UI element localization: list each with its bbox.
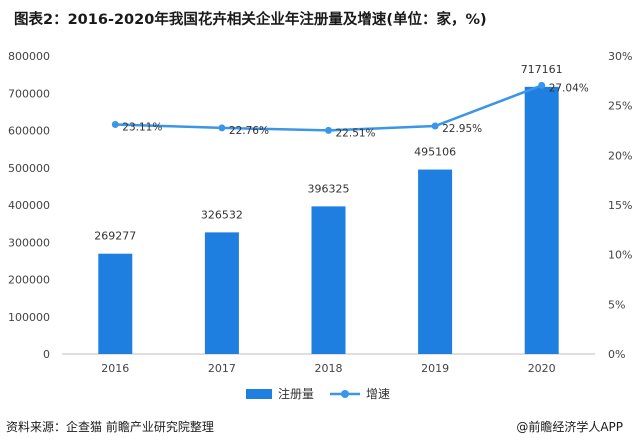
rate-value-label: 22.76% <box>229 125 269 137</box>
legend-bar-swatch <box>246 389 272 399</box>
rate-point <box>431 122 439 130</box>
rate-point <box>538 81 546 89</box>
left-tick-label: 500000 <box>8 162 50 175</box>
brand-credit: @前瞻经济学人APP <box>516 420 623 434</box>
left-tick-label: 700000 <box>8 87 50 100</box>
x-axis: 2016 2017 2018 2019 2020 <box>62 353 595 375</box>
left-tick-label: 300000 <box>8 236 50 249</box>
bar-value-label: 269277 <box>94 230 136 243</box>
left-tick-label: 400000 <box>8 199 50 212</box>
bar-value-label: 326532 <box>201 208 243 221</box>
left-axis: 0 100000 200000 300000 400000 500000 600000 700… <box>8 50 50 361</box>
bar-value-label: 717161 <box>521 63 563 76</box>
rate-point <box>325 126 332 134</box>
rate-value-label: 22.51% <box>336 127 376 139</box>
chart-title: 图表2：2016-2020年我国花卉相关企业年注册量及增速(单位：家，%) <box>14 12 487 28</box>
bar <box>98 253 133 354</box>
x-tick-label: 2016 <box>101 362 129 375</box>
legend: 注册量 增速 <box>246 386 390 401</box>
rate-value-label: 27.04% <box>549 82 589 94</box>
x-tick-label: 2018 <box>315 362 343 375</box>
left-tick-label: 0 <box>43 348 50 361</box>
left-tick-label: 200000 <box>8 274 50 287</box>
bar <box>311 206 346 354</box>
rate-point <box>111 120 119 128</box>
bar-data-labels: 269277 326532 396325 495106 717161 <box>94 63 562 243</box>
left-tick-label: 100000 <box>8 311 50 324</box>
right-tick-label: 5% <box>608 298 625 311</box>
bar-series <box>98 86 559 354</box>
bar <box>524 86 559 354</box>
right-tick-label: 20% <box>608 149 632 162</box>
legend-line-label: 增速 <box>366 387 390 401</box>
rate-data-labels: 23.11% 22.76% 22.51% 22.95% 27.04% <box>122 82 588 139</box>
source-note: 资料来源：企查猫 前瞻产业研究院整理 <box>6 420 214 434</box>
rate-series <box>111 81 546 134</box>
right-tick-label: 15% <box>608 199 632 212</box>
left-tick-label: 600000 <box>8 125 50 138</box>
rate-point <box>218 124 226 132</box>
bar <box>204 232 239 354</box>
rate-value-label: 22.95% <box>442 123 482 135</box>
bar-value-label: 396325 <box>308 182 350 195</box>
legend-line-marker <box>341 390 349 398</box>
left-tick-label: 800000 <box>8 50 50 63</box>
x-tick-label: 2019 <box>421 362 449 375</box>
right-tick-label: 25% <box>608 100 632 113</box>
legend-bar-label: 注册量 <box>278 386 314 401</box>
x-tick-label: 2020 <box>528 362 556 375</box>
x-tick-label: 2017 <box>208 362 236 375</box>
right-tick-label: 10% <box>608 249 632 262</box>
right-axis: 0% 5% 10% 15% 20% 25% 30% <box>608 50 632 361</box>
right-tick-label: 0% <box>608 348 625 361</box>
bar <box>418 169 453 354</box>
bar-value-label: 495106 <box>414 146 456 159</box>
right-tick-label: 30% <box>608 50 632 63</box>
rate-value-label: 23.11% <box>122 121 162 133</box>
